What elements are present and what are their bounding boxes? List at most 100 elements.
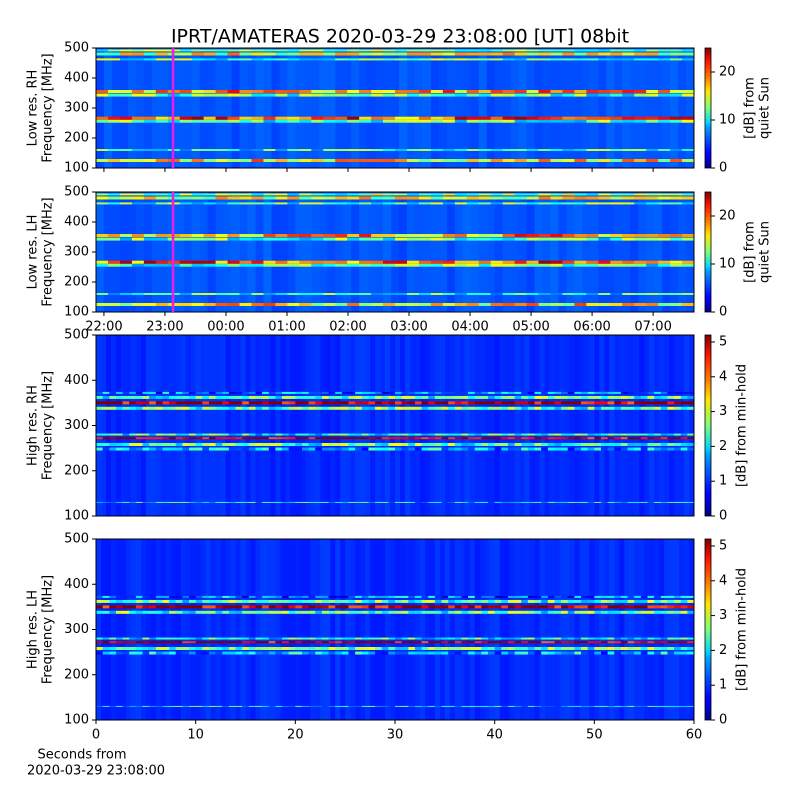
spectrogram-band xyxy=(647,705,655,707)
spectrogram-texture xyxy=(335,539,341,720)
spectrogram-band xyxy=(275,391,283,394)
spectrogram-band xyxy=(275,159,288,162)
spectrogram-band xyxy=(594,443,602,447)
spectrogram-band xyxy=(131,193,145,196)
spectrogram-band xyxy=(680,641,688,644)
spectrogram-band xyxy=(203,293,216,295)
spectrogram-texture xyxy=(159,48,169,168)
spectrogram-band xyxy=(674,443,682,447)
spectrogram-band xyxy=(574,599,582,603)
spectrogram-band xyxy=(461,605,469,609)
spectrogram-texture xyxy=(279,48,288,168)
spectrogram-band xyxy=(430,49,444,52)
spectrogram-texture xyxy=(320,539,326,720)
spectrogram-band xyxy=(562,260,575,264)
spectrogram-band xyxy=(547,443,555,447)
spectrogram-band xyxy=(107,237,121,241)
spectrogram-band xyxy=(682,90,695,93)
spectrogram-band xyxy=(359,260,372,264)
colorbar-tick-label: 0 xyxy=(719,161,727,176)
spectrogram-band xyxy=(598,52,611,56)
spectrogram-texture xyxy=(170,335,177,516)
spectrogram-texture xyxy=(160,539,167,720)
spectrogram-band xyxy=(191,293,204,295)
spectrogram-band xyxy=(347,93,360,97)
spectrogram-band xyxy=(620,391,628,394)
x-tick-label: 02:00 xyxy=(329,320,366,335)
spectrogram-band xyxy=(434,437,442,440)
spectrogram-band xyxy=(251,90,264,93)
spectrogram-band xyxy=(418,303,432,306)
spectrogram-texture xyxy=(345,335,351,516)
spectrogram-band xyxy=(368,391,376,394)
spectrogram-band xyxy=(586,234,599,237)
spectrogram-band xyxy=(674,647,682,651)
spectrogram-band xyxy=(586,303,599,306)
spectrogram-band xyxy=(401,433,409,436)
spectrogram-band xyxy=(347,237,360,241)
spectrogram-band xyxy=(288,443,296,447)
spectrogram-band xyxy=(203,58,216,61)
spectrogram-band xyxy=(301,447,309,451)
spectrogram-band xyxy=(263,58,276,61)
spectrogram-band xyxy=(242,651,250,655)
spectrogram-band xyxy=(355,437,363,440)
spectrogram-texture xyxy=(409,335,416,516)
spectrogram-texture xyxy=(215,539,221,720)
spectrogram-band xyxy=(215,260,228,264)
spectrogram-texture xyxy=(550,48,559,168)
spectrogram-band xyxy=(481,443,489,447)
spectrogram-band xyxy=(215,433,223,436)
spectrogram-band xyxy=(383,116,396,120)
spectrogram-band xyxy=(622,58,635,61)
spectrogram-band xyxy=(182,599,190,603)
spectrogram-band xyxy=(335,433,343,436)
spectrogram-band xyxy=(203,303,216,306)
spectrogram-band xyxy=(355,651,363,655)
spectrogram-band xyxy=(561,605,569,609)
spectrogram-band xyxy=(228,599,236,603)
spectrogram-band xyxy=(554,647,562,651)
spectrogram-band xyxy=(348,705,356,707)
spectrogram-band xyxy=(96,202,109,205)
spectrogram-texture xyxy=(96,192,105,312)
spectrogram-band xyxy=(538,303,551,306)
spectrogram-band xyxy=(502,159,515,162)
spectrogram-band xyxy=(282,401,289,405)
spectrogram-band xyxy=(102,401,110,405)
spectrogram-band xyxy=(634,443,642,447)
spectrogram-band xyxy=(301,595,309,598)
spectrogram-band xyxy=(674,447,682,451)
spectrogram-band xyxy=(620,705,628,707)
spectrogram-band xyxy=(646,159,659,162)
spectrogram-band xyxy=(614,443,622,447)
spectrogram-band xyxy=(594,433,602,436)
spectrogram-band xyxy=(189,595,196,598)
spectrogram-band xyxy=(562,293,575,295)
spectrogram-band xyxy=(162,406,170,410)
spectrogram-band xyxy=(371,237,384,241)
spectrogram-band xyxy=(434,610,442,614)
spectrogram-band xyxy=(109,641,117,644)
spectrogram-band xyxy=(527,443,535,447)
spectrogram-band xyxy=(169,637,177,640)
spectrogram-band xyxy=(227,263,240,267)
spectrogram-band xyxy=(328,651,336,655)
spectrogram-band xyxy=(418,149,432,151)
spectrogram-band xyxy=(228,443,236,447)
spectrogram-band xyxy=(347,119,360,123)
spectrogram-band xyxy=(586,202,599,205)
spectrogram-band xyxy=(227,49,240,52)
spectrogram-band xyxy=(594,406,602,410)
spectrogram-band xyxy=(647,391,655,394)
spectrogram-band xyxy=(248,599,256,603)
spectrogram-band xyxy=(155,193,169,196)
spectrogram-band xyxy=(251,193,264,196)
spectrogram-texture xyxy=(524,335,530,516)
spectrogram-band xyxy=(634,293,647,295)
spectrogram-band xyxy=(371,193,384,196)
spectrogram-band xyxy=(315,647,323,651)
spectrogram-band xyxy=(215,293,228,295)
spectrogram-band xyxy=(434,641,442,644)
spectrogram-band xyxy=(607,406,615,410)
